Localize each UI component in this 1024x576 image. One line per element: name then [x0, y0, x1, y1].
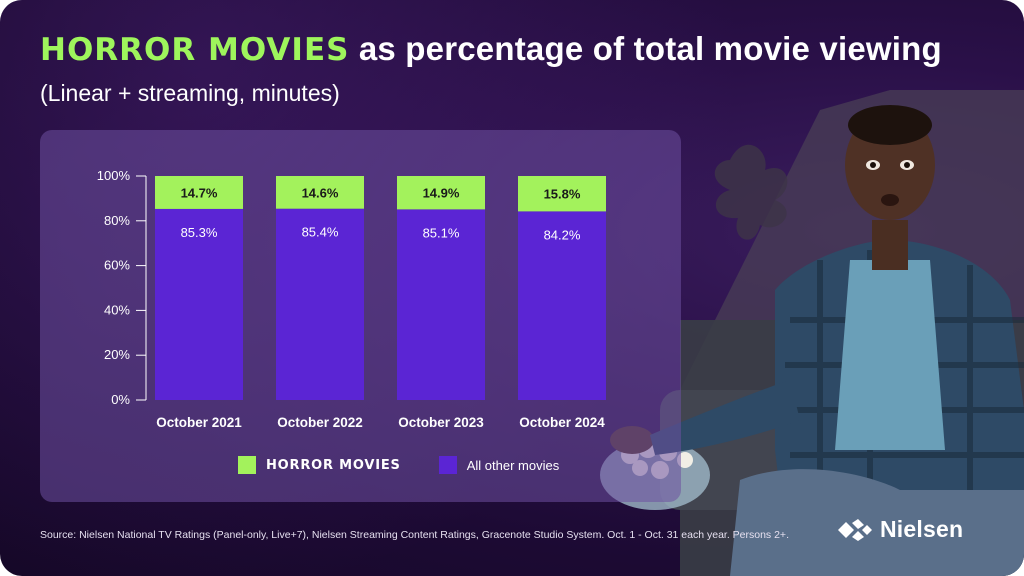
legend-swatch-other	[438, 456, 457, 474]
arm	[650, 380, 800, 455]
chart-legend: HORROR MOVIES All other movies	[238, 456, 587, 474]
y-tick-label: 20%	[104, 347, 130, 362]
nielsen-logo-icon	[838, 518, 872, 541]
title-highlight: HORROR MOVIES	[40, 32, 350, 68]
data-label: 85.4%	[302, 225, 339, 240]
data-label: 85.1%	[423, 225, 460, 240]
legend-item-horror: HORROR MOVIES	[238, 456, 401, 474]
title-rest: as percentage of total movie viewing	[358, 30, 942, 67]
bar-other-movies	[397, 209, 485, 400]
y-tick-label: 0%	[111, 392, 130, 407]
hair	[848, 105, 932, 145]
bar-other-movies	[276, 208, 364, 400]
jeans	[730, 469, 1024, 576]
chart-subtitle: (Linear + streaming, minutes)	[40, 80, 340, 106]
bar-other-movies	[518, 211, 606, 400]
neck	[872, 220, 908, 270]
bar-horror-movies	[276, 176, 364, 209]
legend-label-horror: HORROR MOVIES	[266, 457, 401, 473]
source-note: Source: Nielsen National TV Ratings (Pan…	[40, 529, 789, 541]
nielsen-logo: Nielsen	[838, 516, 963, 543]
data-label: 14.7%	[181, 185, 218, 200]
person-photo	[600, 90, 1024, 576]
x-tick-label: October 2023	[398, 415, 484, 430]
bar-horror-movies	[397, 176, 485, 210]
legend-item-other: All other movies	[438, 456, 560, 474]
legend-swatch-horror	[238, 456, 256, 474]
bar-horror-movies	[155, 176, 243, 209]
y-tick-label: 100%	[97, 168, 131, 183]
y-tick-label: 40%	[104, 302, 130, 317]
logo-text: Nielsen	[880, 516, 964, 542]
data-label: 14.6%	[302, 185, 339, 200]
legend-label-other: All other movies	[466, 457, 560, 473]
data-label: 15.8%	[544, 187, 581, 202]
data-label: 14.9%	[423, 186, 460, 201]
bar-horror-movies	[518, 176, 606, 212]
x-tick-label: October 2021	[156, 415, 242, 430]
tshirt	[835, 260, 945, 450]
y-tick-label: 80%	[104, 213, 130, 228]
x-tick-label: October 2024	[519, 415, 605, 430]
data-label: 85.3%	[181, 225, 218, 240]
y-tick-label: 60%	[104, 258, 130, 273]
data-label: 84.2%	[544, 227, 581, 242]
chart-title: HORROR MOVIES as percentage of total mov…	[40, 30, 942, 68]
paint-splatter	[714, 144, 788, 240]
x-tick-label: October 2022	[277, 415, 363, 430]
bar-other-movies	[155, 208, 243, 400]
